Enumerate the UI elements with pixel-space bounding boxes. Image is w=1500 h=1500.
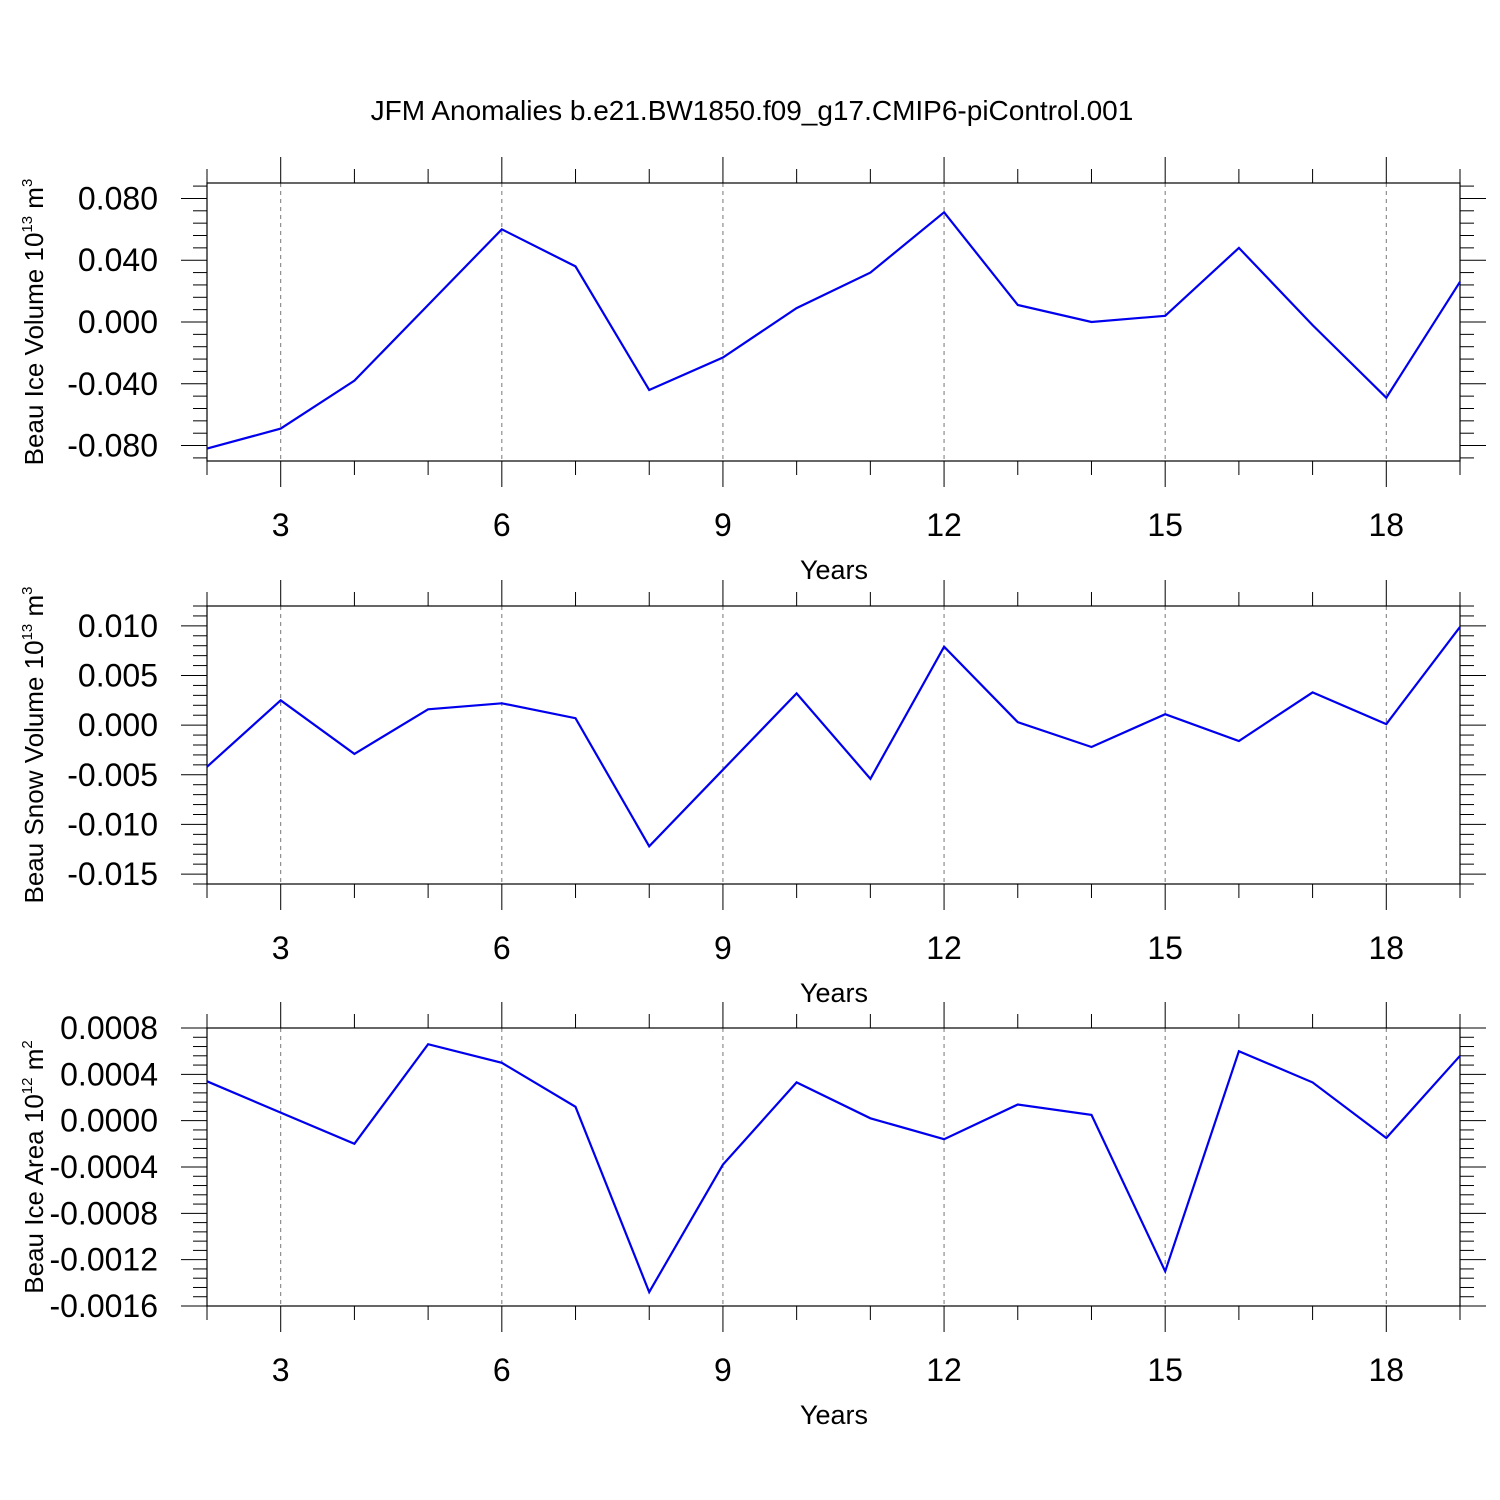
series-line xyxy=(206,626,1461,849)
y-tick-label: 0.0000 xyxy=(60,1103,158,1139)
x-tick-label: 9 xyxy=(714,507,732,543)
y-tick-label: 0.080 xyxy=(78,180,158,216)
y-axis-label: Beau Snow Volume 1013 m3 xyxy=(19,587,49,904)
x-tick-label: 18 xyxy=(1368,1352,1404,1388)
y-tick-label: 0.000 xyxy=(78,304,158,340)
y-tick-label: -0.0016 xyxy=(49,1288,158,1324)
y-tick-label: 0.000 xyxy=(78,707,158,743)
y-tick-label: -0.0012 xyxy=(49,1242,158,1278)
x-tick-label: 18 xyxy=(1368,507,1404,543)
ice-area-panel: 3 6 9 12 15 18 -0.0016 -0.0012 -0.0008 -0.0004 0.0… xyxy=(19,1002,1486,1430)
y-tick-label: -0.010 xyxy=(67,806,158,842)
plot-frame xyxy=(206,182,1461,462)
x-tick-label: 3 xyxy=(272,1352,290,1388)
ice-volume-panel: 3 6 9 12 15 18 -0.080 -0.040 0.000 0.040 0.080 Year… xyxy=(19,157,1486,585)
figure-title: JFM Anomalies b.e21.BW1850.f09_g17.CMIP6… xyxy=(371,95,1134,126)
x-tick-label: 9 xyxy=(714,930,732,966)
x-axis-label: Years xyxy=(800,1400,868,1430)
x-tick-label: 12 xyxy=(926,930,962,966)
y-tick-label: -0.0008 xyxy=(49,1195,158,1231)
y-tick-label: 0.0004 xyxy=(60,1056,158,1092)
x-tick-label: 3 xyxy=(272,930,290,966)
y-tick-label: 0.0008 xyxy=(60,1010,158,1046)
snow-volume-panel: 3 6 9 12 15 18 -0.015 -0.010 -0.005 0.000 0.005 0.0… xyxy=(19,580,1486,1008)
x-axis-label: Years xyxy=(800,555,868,585)
y-tick-label: 0.040 xyxy=(78,242,158,278)
x-tick-label: 12 xyxy=(926,1352,962,1388)
y-tick-label: 0.010 xyxy=(78,608,158,644)
series-line xyxy=(206,210,1461,450)
x-tick-label: 15 xyxy=(1147,507,1183,543)
y-tick-label: -0.0004 xyxy=(49,1149,158,1185)
y-tick-label: -0.015 xyxy=(67,856,158,892)
x-tick-label: 18 xyxy=(1368,930,1404,966)
x-tick-label: 9 xyxy=(714,1352,732,1388)
x-tick-label: 6 xyxy=(493,1352,511,1388)
plot-frame xyxy=(206,605,1461,885)
plot-frame xyxy=(206,1027,1461,1307)
series-line xyxy=(206,1042,1461,1295)
x-tick-label: 3 xyxy=(272,507,290,543)
x-tick-label: 12 xyxy=(926,507,962,543)
y-tick-label: -0.040 xyxy=(67,366,158,402)
x-tick-label: 15 xyxy=(1147,1352,1183,1388)
y-axis-label: Beau Ice Volume 1013 m3 xyxy=(19,179,49,466)
y-tick-label: 0.005 xyxy=(78,658,158,694)
y-tick-label: -0.080 xyxy=(67,428,158,464)
x-tick-label: 15 xyxy=(1147,930,1183,966)
y-axis-label: Beau Ice Area 1012 m2 xyxy=(19,1040,49,1293)
y-tick-label: -0.005 xyxy=(67,757,158,793)
x-tick-label: 6 xyxy=(493,930,511,966)
x-axis-label: Years xyxy=(800,978,868,1008)
x-tick-label: 6 xyxy=(493,507,511,543)
